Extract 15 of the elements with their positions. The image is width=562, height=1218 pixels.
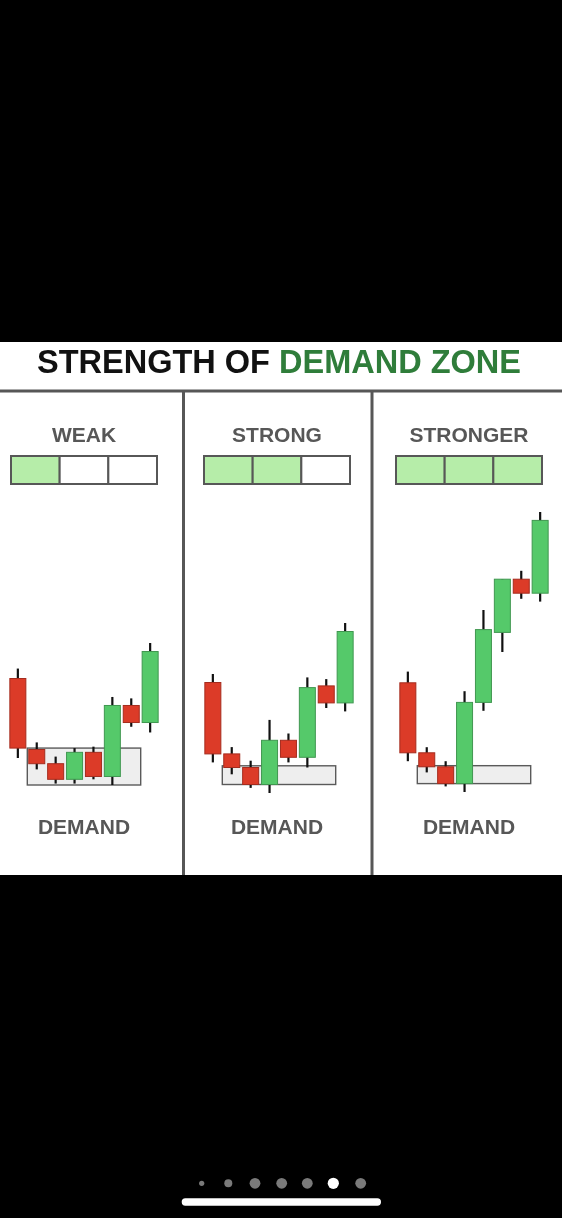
- band-label: DEMAND: [230, 815, 324, 838]
- candlestick: [28, 741, 46, 771]
- candlestick: [317, 678, 335, 710]
- chart-title: STRONG: [232, 423, 322, 446]
- candlestick: [47, 755, 65, 785]
- text: STRENGTH OF DEMAND ZONE: [37, 344, 521, 380]
- band-label: DEMAND: [37, 815, 131, 838]
- candlestick: [437, 760, 455, 788]
- chart-title: WEAK: [51, 423, 117, 446]
- candlestick: [242, 759, 260, 789]
- candlestick: [512, 569, 530, 600]
- chart-title: STRONGER: [409, 423, 529, 446]
- candlestick: [279, 732, 297, 764]
- band-label: DEMAND: [422, 815, 516, 838]
- candlestick: [122, 697, 140, 728]
